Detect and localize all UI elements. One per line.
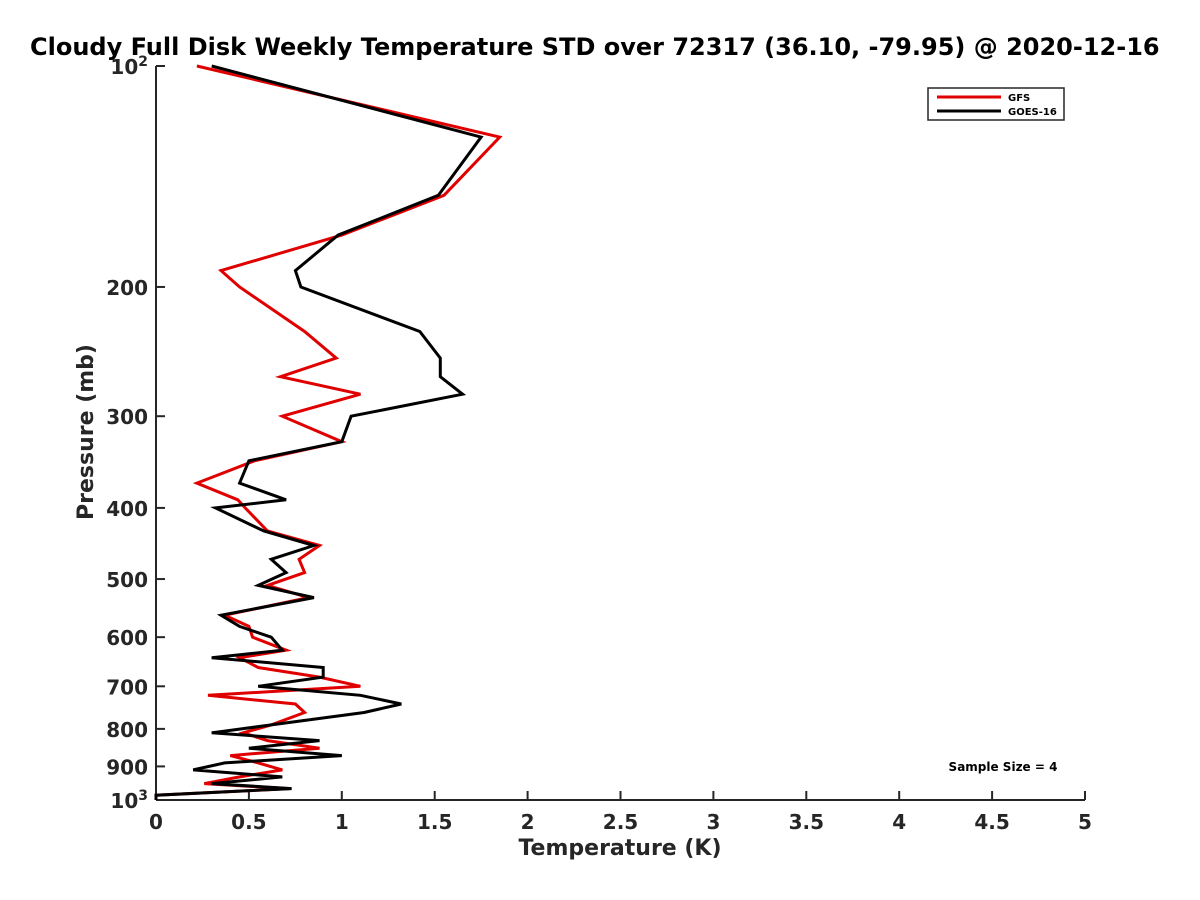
y-tick-label: 500 — [106, 568, 148, 592]
y-tick-label: 103 — [110, 788, 148, 813]
x-tick-label: 2.5 — [603, 810, 638, 834]
legend: GFS GOES-16 — [927, 87, 1065, 121]
x-tick-label: 0.5 — [231, 810, 266, 834]
sample-size-annotation: Sample Size = 4 — [949, 760, 1058, 774]
x-tick-label: 1.5 — [417, 810, 452, 834]
y-ticks: 102 200 300 400 500 600 700 800 900 103 — [106, 54, 165, 813]
x-axis-label: Temperature (K) — [518, 836, 721, 861]
y-tick-label: 800 — [106, 718, 148, 742]
plot-area: 0 0.5 1 1.5 2 2.5 3 3.5 4 4.5 5 102 200 300 400 500 600… — [106, 54, 1092, 834]
x-tick-label: 5 — [1078, 810, 1092, 834]
x-tick-label: 4.5 — [974, 810, 1009, 834]
y-tick-label: 200 — [106, 276, 148, 300]
x-tick-label: 1 — [335, 810, 349, 834]
legend-box — [927, 87, 1065, 121]
x-tick-label: 4 — [892, 810, 906, 834]
y-tick-label: 400 — [106, 497, 148, 521]
y-tick-label: 700 — [106, 675, 148, 699]
y-tick-label: 900 — [106, 755, 148, 779]
x-tick-label: 2 — [521, 810, 535, 834]
y-tick-label: 600 — [106, 626, 148, 650]
y-tick-label: 102 — [110, 54, 148, 79]
x-ticks: 0 0.5 1 1.5 2 2.5 3 3.5 4 4.5 5 — [149, 791, 1092, 834]
legend-label: GOES-16 — [1008, 107, 1057, 118]
series-lines — [154, 64, 503, 800]
series-line-goes-16 — [154, 64, 484, 800]
y-tick-label: 300 — [106, 405, 148, 429]
x-tick-label: 0 — [149, 810, 163, 834]
legend-label: GFS — [1008, 93, 1030, 104]
series-line-gfs — [154, 64, 503, 800]
x-tick-label: 3 — [706, 810, 720, 834]
x-tick-label: 3.5 — [789, 810, 824, 834]
y-axis-label: Pressure (mb) — [74, 344, 99, 520]
chart-title: Cloudy Full Disk Weekly Temperature STD … — [30, 33, 1160, 61]
